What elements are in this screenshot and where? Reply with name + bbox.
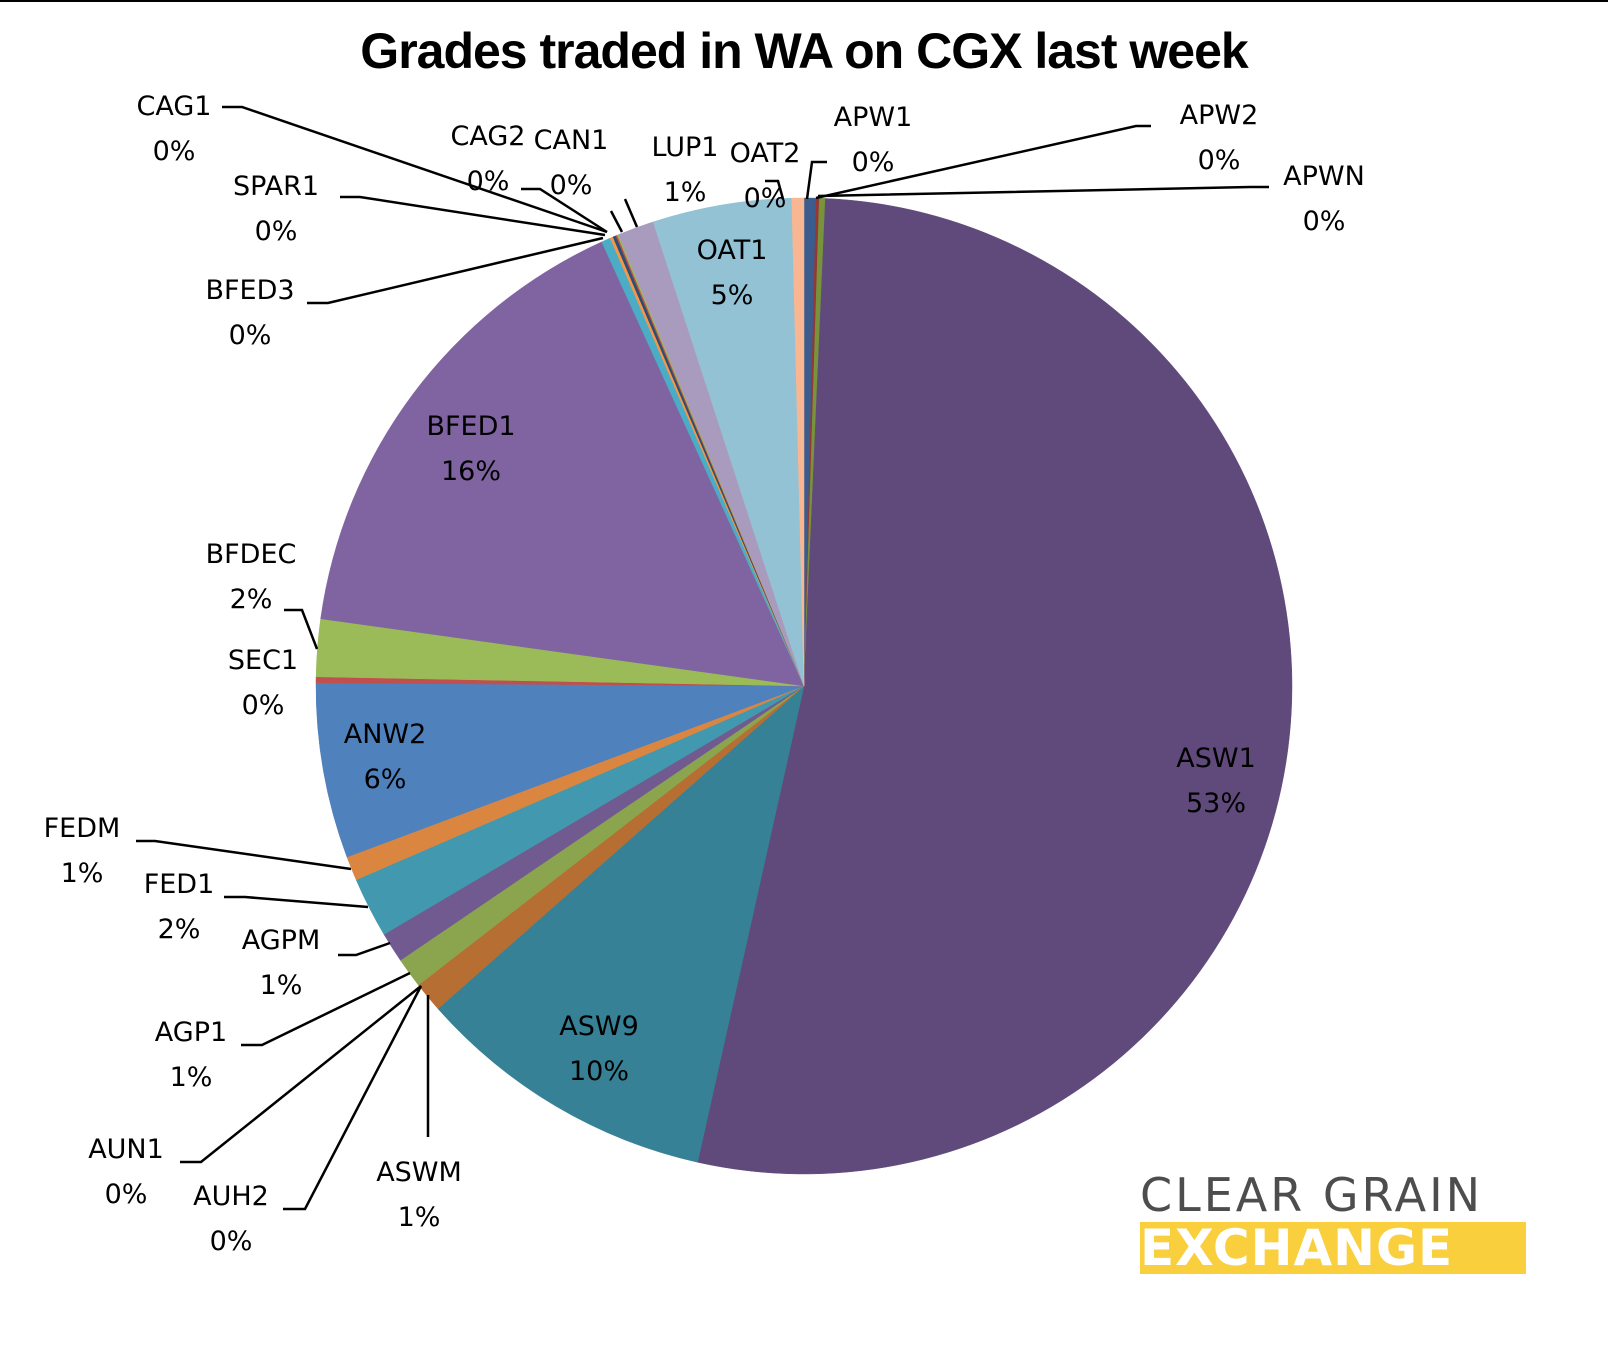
top-border-line <box>0 0 1608 2</box>
slice-asw1 <box>697 198 1293 1175</box>
chart-title: Grades traded in WA on CGX last week <box>360 23 1248 79</box>
leader-lup1 <box>623 198 639 228</box>
slice-anw2 <box>315 682 805 858</box>
label-agpm: AGPM 1% <box>241 925 321 1001</box>
label-cag1: CAG1 0% <box>136 91 212 167</box>
label-bfdec: BFDEC 2% <box>205 539 297 615</box>
logo-line2: EXCHANGE <box>1140 1222 1526 1274</box>
label-asw9: ASW9 10% <box>559 1011 639 1087</box>
leader-bfdec <box>284 608 319 650</box>
label-bfed1: BFED1 16% <box>426 411 516 487</box>
label-oat1: OAT1 5% <box>696 235 768 311</box>
leader-can1 <box>521 187 608 234</box>
label-fed1: FED1 2% <box>143 869 215 945</box>
logo-line1: CLEAR GRAIN <box>1140 1168 1484 1222</box>
label-apw2: APW2 0% <box>1179 100 1259 176</box>
label-aswm: ASWM 1% <box>376 1157 462 1233</box>
pie-slices <box>315 197 1293 1175</box>
label-anw2: ANW2 6% <box>343 719 427 795</box>
label-lup1: LUP1 1% <box>651 132 719 208</box>
leader-cag1 <box>222 105 608 234</box>
label-fedm: FEDM 1% <box>43 813 121 889</box>
leader-bfed3 <box>307 236 604 305</box>
leader-aun1 <box>180 985 422 1164</box>
leader-auh2 <box>283 985 423 1211</box>
label-agp1: AGP1 1% <box>154 1017 228 1093</box>
clear-grain-exchange-logo: CLEAR GRAIN EXCHANGE <box>1140 1168 1526 1274</box>
leader-fedm <box>136 839 352 871</box>
label-aun1: AUN1 0% <box>88 1134 164 1210</box>
leader-spar1 <box>340 195 606 237</box>
leader-agpm <box>338 941 391 957</box>
label-apw1: APW1 0% <box>833 102 913 178</box>
label-oat2: OAT2 0% <box>729 138 801 214</box>
label-bfed3: BFED3 0% <box>205 275 295 351</box>
slice-bfed1 <box>320 241 805 687</box>
leader-lines <box>136 105 1269 1211</box>
leader-apwn <box>817 185 1269 198</box>
label-can1: CAN1 0% <box>533 125 609 201</box>
label-auh2: AUH2 0% <box>193 1181 269 1257</box>
label-sec1: SEC1 0% <box>227 645 299 721</box>
leader-fed1 <box>224 895 369 909</box>
label-spar1: SPAR1 0% <box>232 171 320 247</box>
leader-apw2 <box>815 124 1151 200</box>
label-apwn: APWN 0% <box>1283 161 1365 237</box>
slice-asw9 <box>437 685 805 1163</box>
leader-agp1 <box>241 971 411 1047</box>
leader-oat2 <box>765 179 785 200</box>
label-cag2: CAG2 0% <box>450 121 526 197</box>
leader-apw1 <box>805 160 827 200</box>
slice-oat2 <box>791 197 805 687</box>
leader-cag2 <box>609 210 624 233</box>
label-asw1: ASW1 53% <box>1176 743 1256 819</box>
